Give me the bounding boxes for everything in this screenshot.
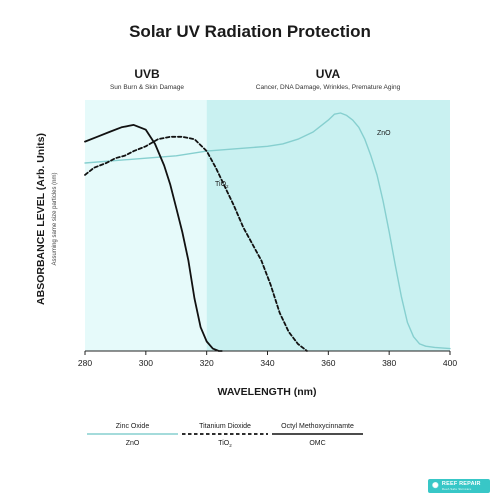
x-tick-label-360: 360 [321,358,335,368]
x-tick-label-300: 300 [139,358,153,368]
legend-omc-abbr: OMC [309,440,325,447]
uvb-region-description: Sun Burn & Skin Damage [110,84,184,91]
x-tick-label-380: 380 [382,358,396,368]
legend-titanium-dioxide-abbr: TiO2 [218,440,232,448]
uva-region-description: Cancer, DNA Damage, Wrinkles, Premature … [256,84,401,91]
x-tick-label-340: 340 [260,358,274,368]
brand-badge: ✺ REEF REPAIR Reef-Safe Skincare [428,479,490,493]
brand-tagline: Reef-Safe Skincare [441,487,472,491]
titanium-dioxide-line [84,135,308,352]
tio2-curve-label: TiO2 [215,181,229,189]
uvb-band [85,100,207,351]
x-tick-layer: 280 300 320 340 360 380 400 [78,351,457,368]
legend-zinc-oxide-name: Zinc Oxide [116,423,150,430]
series-layer [84,112,451,352]
x-tick-label-280: 280 [78,358,92,368]
x-axis-label: WAVELENGTH (nm) [218,386,317,398]
uva-band [206,100,450,351]
legend-zinc-oxide-abbr: ZnO [126,440,140,447]
zno-curve-label: ZnO [377,130,391,137]
y-axis-label: ABSORBANCE LEVEL (Arb. Units) [35,133,47,305]
reef-logo-icon: ✺ [432,481,439,490]
x-tick-label-320: 320 [200,358,214,368]
legend: Zinc Oxide ZnO Titanium Dioxide TiO2 Octyl M… [87,423,363,448]
legend-omc-name: Octyl Methoxycinnamte [281,423,354,430]
uvb-region-title: UVB [134,67,160,81]
y-axis-note: Assuming same size particles (nm) [52,172,58,265]
omc-line [84,124,223,352]
brand-name: REEF REPAIR [441,481,481,487]
chart-title: Solar UV Radiation Protection [129,22,371,41]
legend-titanium-dioxide-name: Titanium Dioxide [199,423,251,430]
zinc-oxide-line [84,112,451,350]
uva-region-title: UVA [316,67,341,81]
x-tick-label-400: 400 [443,358,457,368]
